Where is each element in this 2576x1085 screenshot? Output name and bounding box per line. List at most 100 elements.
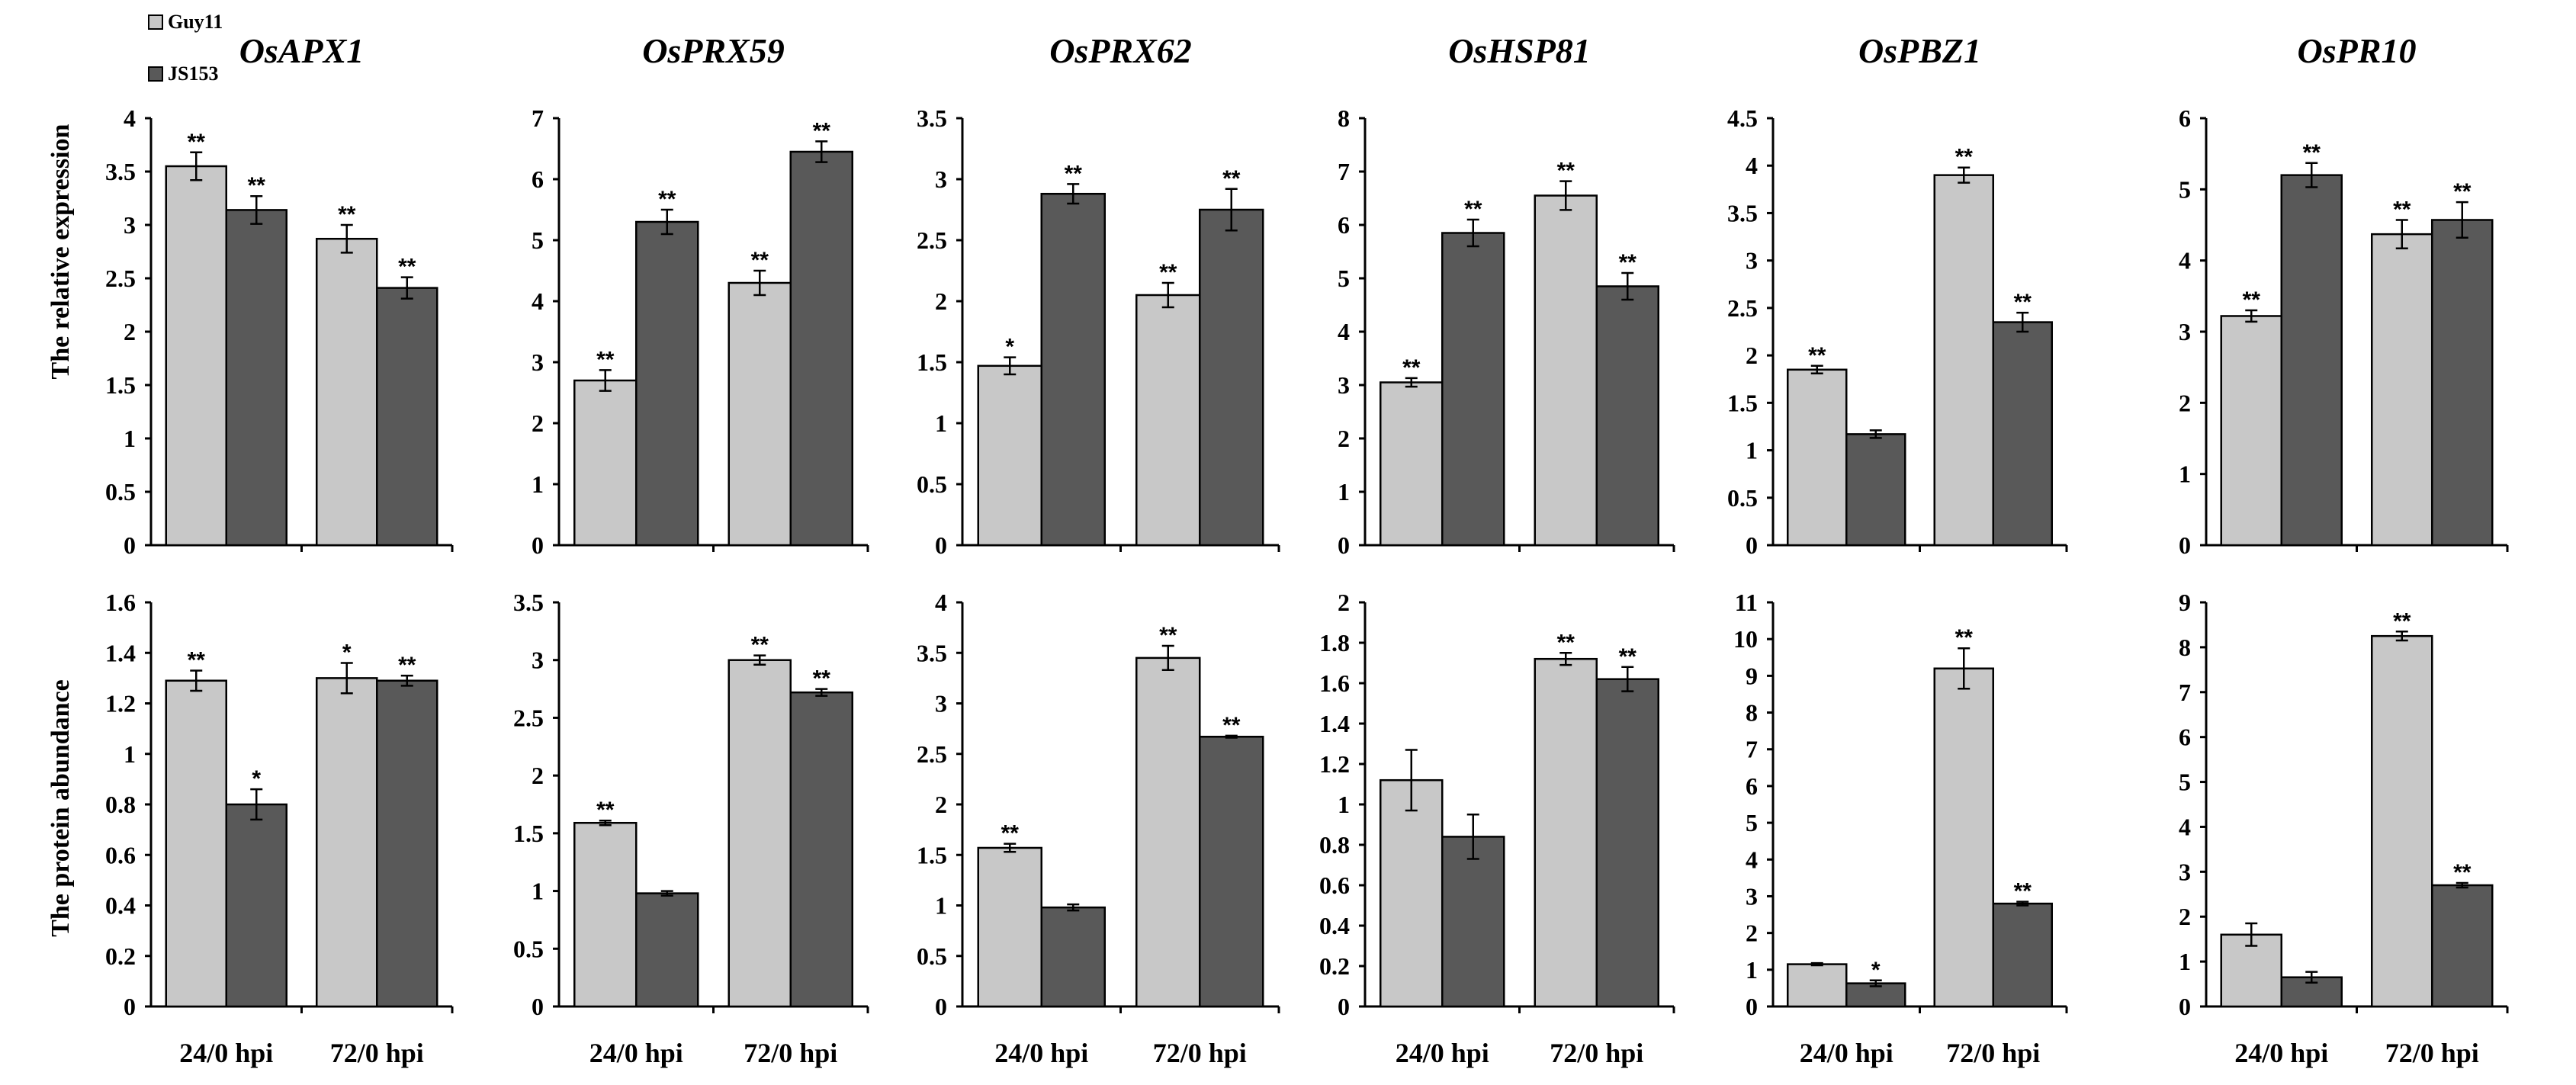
panel-7-y-tick-label: 0.4	[105, 892, 136, 920]
panel-3-y-tick-label: 3.5	[917, 104, 947, 132]
panel-11-y-tick-label: 2	[1746, 920, 1758, 947]
panel-8-bar-guy11-1	[573, 821, 638, 1008]
panel-12-y-tick-label: 1	[2179, 948, 2191, 975]
panel-7-bar-js153-2	[376, 679, 438, 1008]
panel-12-y-tick-label: 4	[2179, 813, 2191, 840]
legend-label-guy11: Guy11	[168, 11, 223, 33]
panel-11-significance-mark: *	[1871, 958, 1881, 983]
panel-6-title: OsPR10	[2298, 31, 2417, 70]
panel-3-y-tick-label: 0	[935, 531, 947, 559]
panel-9-significance-mark: **	[1001, 821, 1020, 846]
panel-9-y-tick-label: 2.5	[917, 740, 947, 768]
panel-2-bar-js153-2	[789, 150, 853, 547]
panel-8-y-tick-label: 2	[532, 762, 544, 789]
panel-7-y-tick-label: 1.2	[105, 690, 136, 717]
legend-item-guy11: Guy11	[148, 11, 223, 34]
panel-12-y-tick-label: 3	[2179, 858, 2191, 885]
panel-3-bar-guy11-1	[977, 364, 1042, 547]
panel-9-y-tick-label: 4	[935, 589, 947, 616]
panel-3-bar-guy11-2	[1135, 294, 1201, 547]
panel-9-y-tick-label: 1.5	[917, 841, 947, 868]
panel-11-y-tick-label: 10	[1733, 625, 1758, 653]
panel-10-y-tick-label: 0.2	[1319, 952, 1350, 980]
panel-12-significance-mark: **	[2453, 860, 2472, 885]
panel-9-y-tick-label: 1	[935, 892, 947, 920]
panel-5-y-tick-label: 1	[1746, 437, 1758, 464]
panel-11-bar-guy11-2	[1933, 667, 1994, 1008]
panel-1-significance-mark: **	[248, 173, 266, 198]
panel-3-significance-mark: **	[1065, 161, 1083, 186]
panel-11-significance-mark: **	[2014, 879, 2032, 904]
panel-8-y-tick-label: 0.5	[513, 935, 544, 962]
panel-5-significance-mark: **	[1955, 145, 1974, 170]
panel-7-significance-mark: *	[342, 640, 352, 666]
panel-3-bar-js153-2	[1199, 208, 1264, 547]
panel-3-y-tick-label: 2	[935, 287, 947, 315]
panel-1-y-tick-label: 3	[124, 211, 136, 239]
panel-12-y-tick-label: 0	[2179, 993, 2191, 1020]
panel-11-y-tick-label: 1	[1746, 956, 1758, 984]
panel-4-y-tick-label: 1	[1338, 478, 1350, 506]
panel-12-y-tick-label: 6	[2179, 724, 2191, 751]
panel-11-y-tick-label: 4	[1746, 846, 1758, 873]
panel-10-y-tick-label: 1.2	[1319, 750, 1350, 778]
panel-5-y-tick-label: 3.5	[1727, 199, 1758, 226]
panel-2-y-tick-label: 1	[532, 470, 544, 498]
panel-12-y-tick-label: 5	[2179, 769, 2191, 796]
panel-12-y-tick-label: 9	[2179, 589, 2191, 616]
panel-5-y-tick-label: 4.5	[1727, 104, 1758, 132]
panel-2-y-tick-label: 7	[532, 104, 544, 132]
panel-11-significance-mark: **	[1955, 625, 1974, 650]
panel-7-significance-mark: **	[188, 647, 206, 673]
panel-10-x-tick-label: 72/0 hpi	[1550, 1038, 1643, 1068]
panel-4-y-tick-label: 0	[1338, 531, 1350, 559]
panel-3-y-tick-label: 3	[935, 165, 947, 193]
panel-8-significance-mark: **	[813, 666, 831, 692]
panel-10-significance-mark: **	[1557, 630, 1575, 655]
panel-8-bar-js153-2	[789, 691, 853, 1008]
panel-11-bar-guy11-1	[1787, 963, 1848, 1008]
panel-11-y-tick-label: 8	[1746, 699, 1758, 727]
panel-7-y-tick-label: 0.6	[105, 841, 136, 868]
panel-10-y-tick-label: 2	[1338, 589, 1350, 616]
panel-6-y-tick-label: 4	[2179, 247, 2191, 274]
panel-12-x-tick-label: 72/0 hpi	[2385, 1038, 2479, 1068]
panel-5-y-tick-label: 2.5	[1727, 294, 1758, 322]
panel-1-bar-guy11-1	[165, 165, 227, 547]
panel-1-y-tick-label: 1.5	[105, 371, 136, 399]
panel-8-bar-guy11-2	[728, 659, 792, 1008]
panel-7-y-tick-label: 0	[124, 993, 136, 1020]
panel-8-y-tick-label: 1.5	[513, 820, 544, 847]
panel-3-y-tick-label: 1.5	[917, 348, 947, 376]
panel-8-y-tick-label: 3	[532, 647, 544, 674]
panel-1-significance-mark: **	[398, 255, 416, 280]
panel-5-y-tick-label: 2	[1746, 342, 1758, 369]
panel-3-y-tick-label: 0.5	[917, 470, 947, 498]
panel-2-significance-mark: **	[596, 347, 615, 372]
panel-3-significance-mark: *	[1005, 335, 1014, 360]
panel-8-x-tick-label: 24/0 hpi	[589, 1038, 683, 1068]
panel-5-bar-js153-2	[1992, 321, 2053, 547]
panel-9-x-tick-label: 24/0 hpi	[994, 1038, 1088, 1068]
panel-4-title: OsHSP81	[1448, 31, 1591, 70]
panel-9-y-tick-label: 3	[935, 690, 947, 717]
panel-10-y-tick-label: 0.6	[1319, 872, 1350, 899]
panel-2-y-tick-label: 6	[532, 165, 544, 193]
panel-7-significance-mark: **	[398, 653, 416, 678]
panel-10-y-tick-label: 1.6	[1319, 669, 1350, 697]
panel-6-y-tick-label: 1	[2179, 461, 2191, 488]
panel-6-bar-js153-1	[2280, 174, 2343, 547]
panel-7-bar-guy11-2	[316, 677, 378, 1008]
panel-6-y-tick-label: 6	[2179, 104, 2191, 132]
panel-10-y-tick-label: 0.4	[1319, 912, 1350, 939]
panel-8-y-tick-label: 0	[532, 993, 544, 1020]
panel-3-bar-js153-1	[1040, 192, 1106, 547]
panel-4-y-tick-label: 2	[1338, 425, 1350, 452]
panel-9-bar-guy11-2	[1135, 656, 1201, 1008]
panel-1-bar-js153-1	[225, 209, 287, 547]
panel-1-y-tick-label: 4	[124, 104, 136, 132]
panel-10-significance-mark: **	[1619, 644, 1637, 669]
panel-1-y-tick-label: 1	[124, 425, 136, 452]
panel-10-y-tick-label: 0	[1338, 993, 1350, 1020]
